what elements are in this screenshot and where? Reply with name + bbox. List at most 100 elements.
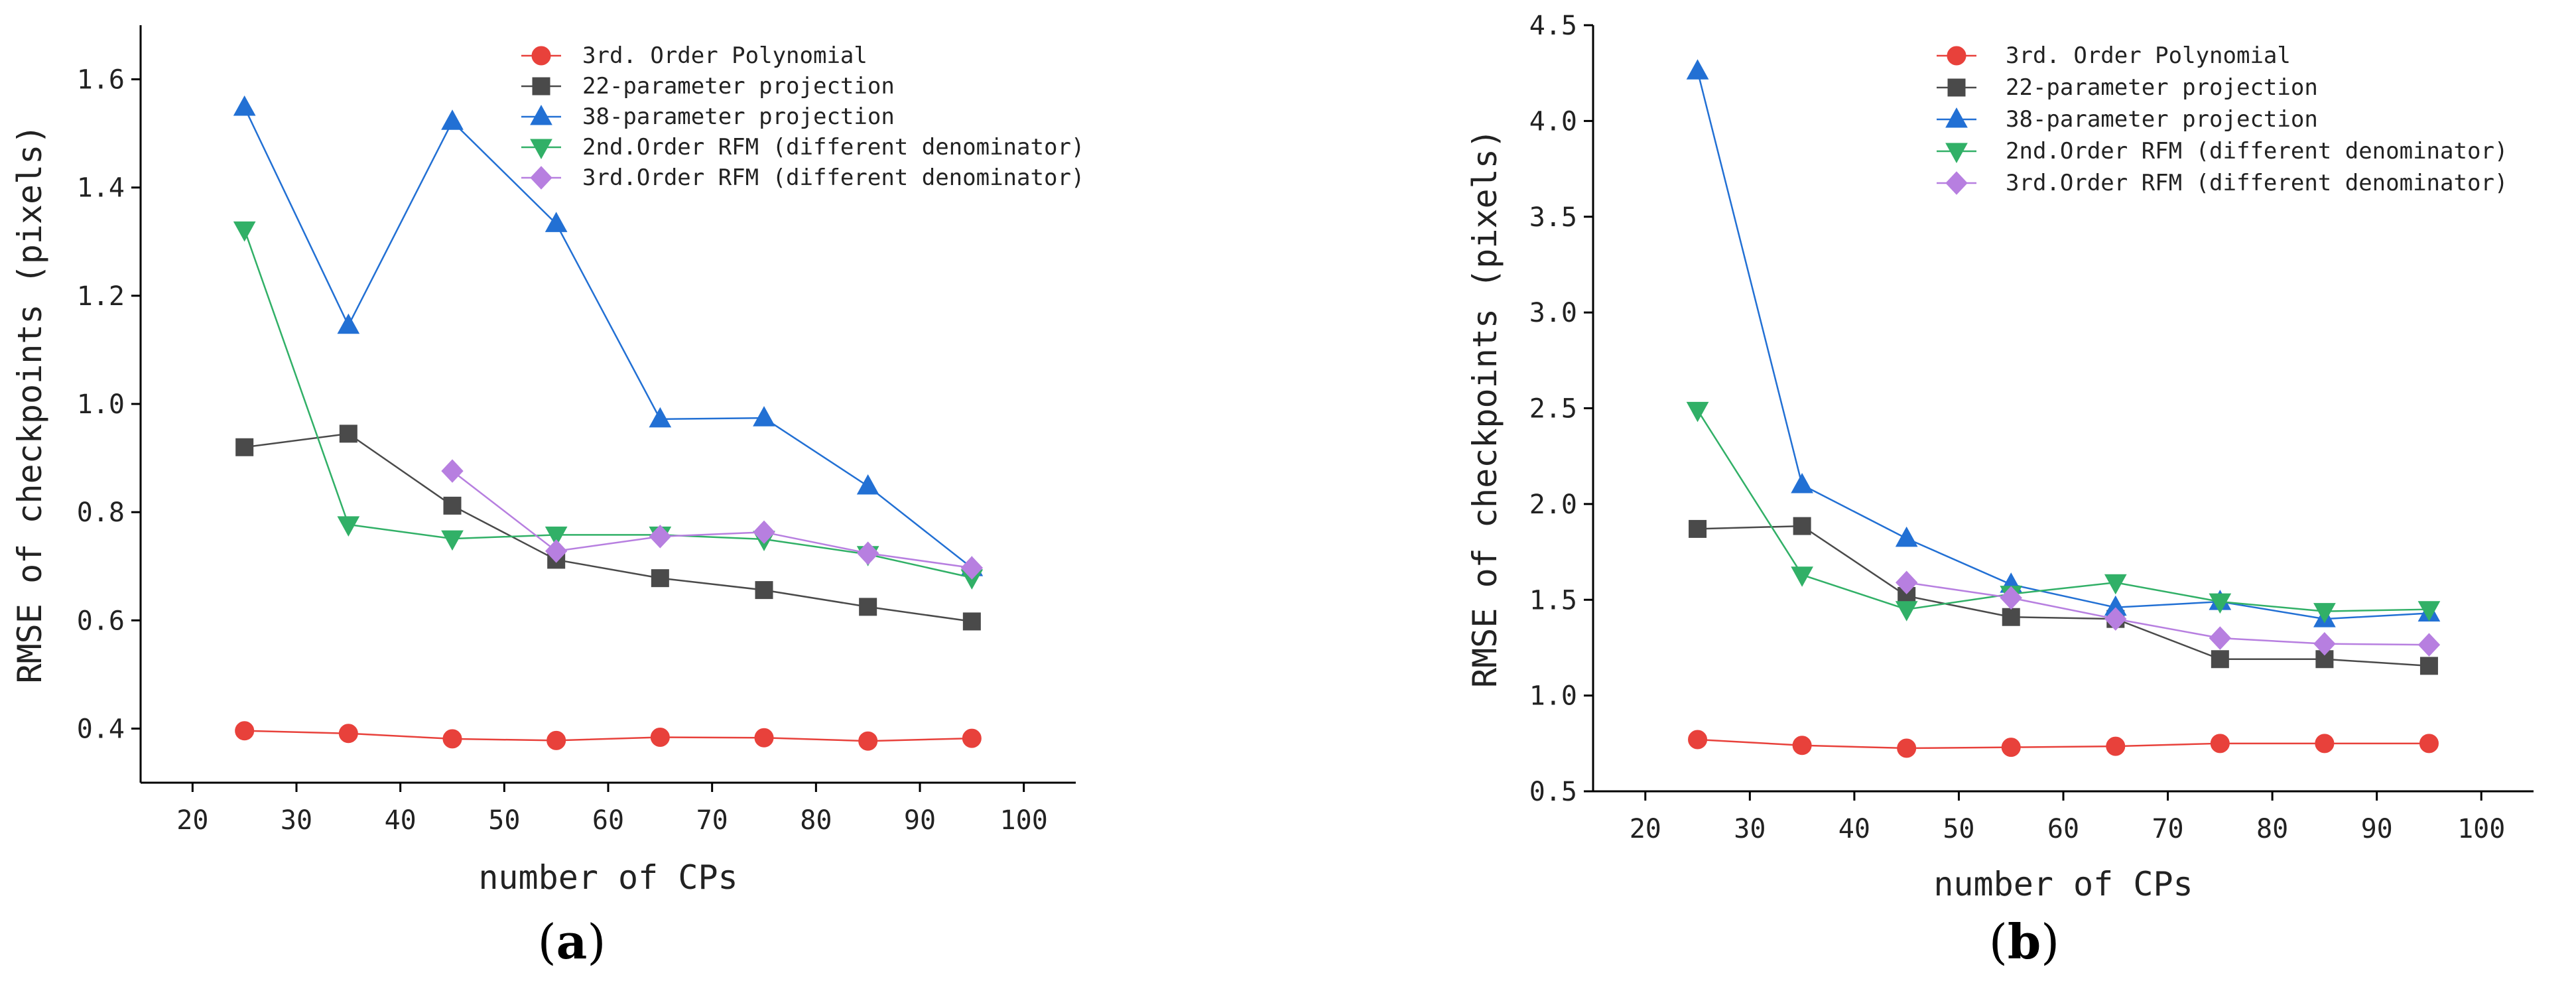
data-point: [651, 569, 669, 588]
legend-label: 3rd. Order Polynomial: [582, 42, 868, 69]
y-tick-label: 0.6: [77, 606, 125, 636]
data-point: [754, 728, 774, 748]
legend-marker: [1947, 78, 1966, 97]
data-point: [2209, 626, 2232, 650]
chart-panel-b: 0.5 1.0 1.5 2.0 2.5 3.0 3.5 4.0 4.5 20 30 40 50 60 70 8…: [1466, 11, 2534, 970]
data-point: [2001, 738, 2021, 757]
x-tick-label: 50: [1943, 814, 1974, 844]
legend-entry: 3rd.Order RFM (different denominator): [1937, 170, 2508, 196]
data-point: [1689, 519, 1707, 538]
legend-entry: 38-parameter projection: [521, 103, 895, 130]
chart-panel-a: 0.4 0.6 0.8 1.0 1.2 1.4 1.6 20 30 40 50 60 70 80 90 100…: [11, 25, 1084, 970]
data-point: [1895, 526, 1918, 547]
data-point: [2104, 574, 2127, 595]
legend-entry: 38-parameter projection: [1937, 106, 2318, 133]
legend-label: 38-parameter projection: [2006, 106, 2318, 133]
data-point: [2417, 601, 2441, 622]
legend-marker: [1945, 143, 1968, 164]
data-point: [1791, 566, 1813, 587]
y-tick-label: 1.4: [77, 173, 125, 204]
data-point: [2210, 734, 2230, 754]
data-point: [2419, 734, 2439, 754]
data-point: [1686, 59, 1709, 80]
legend-entry: 22-parameter projection: [521, 73, 895, 99]
data-point: [545, 212, 568, 232]
data-point: [547, 730, 566, 750]
legend-marker: [530, 166, 552, 190]
data-point: [755, 581, 773, 600]
legend-marker: [1945, 171, 1968, 195]
data-point: [338, 724, 358, 744]
data-point: [545, 539, 568, 563]
data-point: [235, 721, 255, 741]
y-tick-label: 3.0: [1529, 298, 1577, 328]
legend-entry: 2nd.Order RFM (different denominator): [1937, 138, 2508, 164]
data-point: [442, 729, 462, 749]
data-point: [858, 731, 878, 751]
legend-label: 2nd.Order RFM (different denominator): [582, 134, 1084, 161]
y-tick-label: 1.0: [77, 389, 125, 420]
data-point: [1792, 736, 1812, 755]
y-axis-title: RMSE of checkpoints (pixels): [11, 125, 49, 684]
series-triangle-down: [1686, 401, 2441, 623]
data-point: [441, 530, 464, 551]
legend-label: 2nd.Order RFM (different denominator): [2006, 138, 2508, 164]
x-tick-label: 70: [2152, 814, 2183, 844]
data-point: [2106, 736, 2126, 756]
legend-label: 3rd. Order Polynomial: [2006, 42, 2291, 69]
data-point: [1895, 570, 1918, 594]
series-line: [1906, 582, 2429, 646]
x-tick-label: 90: [904, 805, 936, 836]
series-line: [243, 107, 973, 569]
x-tick-label: 100: [2457, 814, 2505, 844]
x-tick-label: 90: [2361, 814, 2393, 844]
data-point: [2209, 593, 2232, 614]
series-line: [1697, 70, 2429, 620]
data-point: [2313, 603, 2336, 623]
x-tick-label: 40: [385, 805, 417, 836]
series-line: [243, 229, 972, 579]
series-circle: [235, 721, 982, 751]
panel-label: (a): [538, 913, 606, 970]
data-point: [753, 406, 775, 426]
x-tick-label: 20: [1630, 814, 1661, 844]
data-point: [753, 520, 775, 545]
data-point: [1688, 730, 1708, 750]
legend-entry: 2nd.Order RFM (different denominator): [521, 134, 1084, 161]
y-tick-label: 4.0: [1529, 106, 1577, 137]
data-point: [443, 496, 462, 515]
data-point: [1897, 738, 1917, 758]
x-tick-label: 100: [1000, 805, 1048, 836]
y-tick-label: 3.5: [1529, 202, 1577, 233]
y-tick-label: 0.5: [1529, 777, 1577, 807]
legend-entry: 3rd. Order Polynomial: [1937, 42, 2291, 69]
data-point: [649, 525, 672, 549]
data-point: [2313, 631, 2336, 656]
data-point: [339, 425, 357, 443]
legend-label: 22-parameter projection: [2006, 74, 2318, 101]
data-point: [962, 728, 982, 748]
data-point: [2000, 586, 2022, 610]
data-point: [1791, 472, 1813, 493]
data-point: [2104, 607, 2127, 631]
data-point: [1686, 401, 1709, 423]
series-line: [452, 470, 972, 569]
y-axis-title: RMSE of checkpoints (pixels): [1466, 129, 1504, 688]
x-tick-label: 70: [696, 805, 728, 836]
y-tick-label: 2.5: [1529, 394, 1577, 425]
legend-label: 3rd.Order RFM (different denominator): [582, 164, 1084, 191]
data-point: [337, 313, 360, 334]
series-line: [244, 432, 972, 623]
x-tick-label: 30: [1734, 814, 1766, 844]
series-diamond: [441, 459, 984, 580]
x-axis-title: number of CPs: [478, 858, 738, 897]
y-tick-label: 1.2: [77, 281, 125, 312]
legend-marker: [532, 77, 550, 96]
series-line: [244, 730, 972, 742]
legend-label: 22-parameter projection: [582, 73, 895, 99]
data-point: [2211, 650, 2229, 669]
legend-marker: [530, 104, 552, 125]
data-point: [649, 407, 672, 428]
y-tick-label: 0.4: [77, 714, 125, 744]
